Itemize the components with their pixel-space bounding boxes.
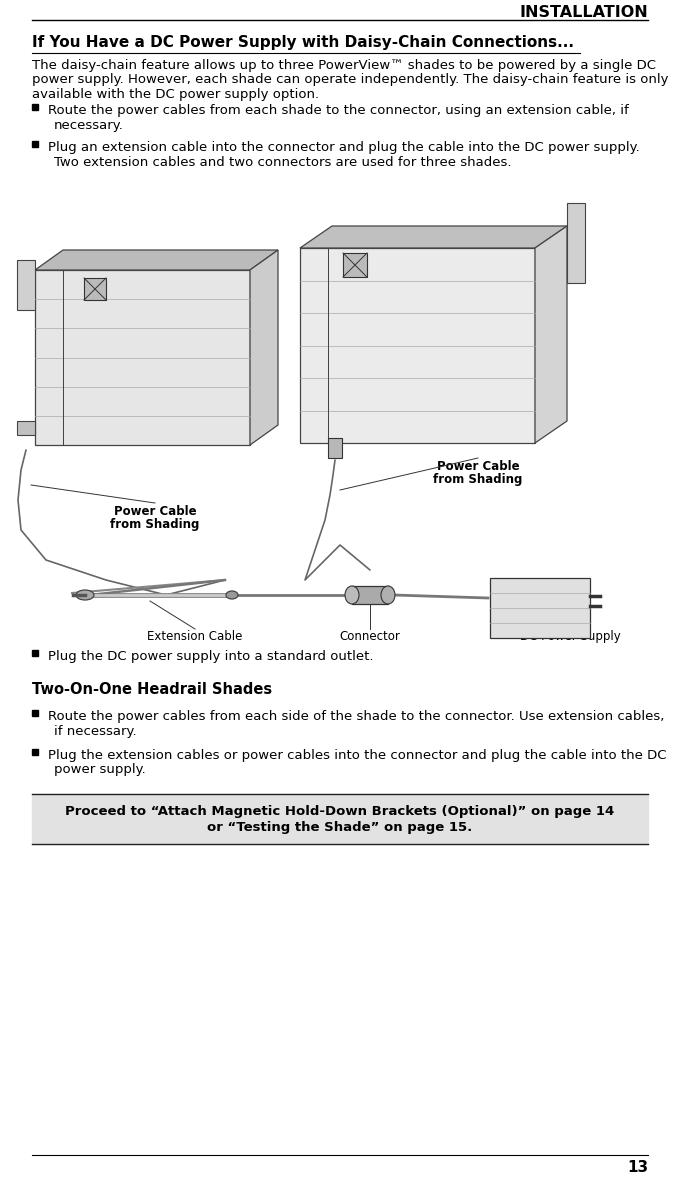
Text: Plug an extension cable into the connector and plug the cable into the DC power : Plug an extension cable into the connect… [48, 141, 640, 154]
Bar [490, 578, 590, 638]
Ellipse shape [345, 586, 359, 604]
Text: or “Testing the Shade” on page 15.: or “Testing the Shade” on page 15. [207, 821, 472, 834]
Bar [32, 141, 38, 147]
Text: available with the DC power supply option.: available with the DC power supply optio… [32, 87, 319, 100]
Text: if necessary.: if necessary. [54, 725, 136, 738]
Text: Two extension cables and two connectors are used for three shades.: Two extension cables and two connectors … [54, 156, 512, 169]
Text: Power Cable: Power Cable [437, 460, 519, 473]
Text: Plug the DC power supply into a standard outlet.: Plug the DC power supply into a standard… [48, 650, 373, 663]
Text: Two-On-One Headrail Shades: Two-On-One Headrail Shades [32, 682, 272, 697]
Polygon shape [535, 226, 567, 443]
Text: The daisy-chain feature allows up to three PowerView™ shades to be powered by a : The daisy-chain feature allows up to thr… [32, 59, 656, 72]
Polygon shape [300, 248, 535, 443]
Text: from Shading: from Shading [433, 473, 522, 486]
Polygon shape [300, 226, 567, 248]
Bar [17, 421, 35, 435]
Text: DC Power Supply: DC Power Supply [520, 630, 620, 643]
Text: INSTALLATION: INSTALLATION [519, 5, 648, 20]
Bar [32, 710, 38, 715]
Bar [17, 260, 35, 310]
Bar [84, 278, 106, 300]
Bar [352, 586, 388, 604]
Bar [567, 203, 585, 282]
Ellipse shape [226, 591, 238, 599]
Text: power supply.: power supply. [54, 764, 146, 777]
Bar [32, 650, 38, 656]
Ellipse shape [76, 590, 94, 600]
Polygon shape [250, 251, 278, 444]
Text: Extension Cable: Extension Cable [147, 630, 243, 643]
Text: Power Cable: Power Cable [113, 505, 196, 518]
Bar [328, 439, 342, 457]
Text: Route the power cables from each shade to the connector, using an extension cabl: Route the power cables from each shade t… [48, 104, 628, 117]
Bar [343, 253, 367, 277]
Ellipse shape [381, 586, 395, 604]
Bar [32, 749, 38, 754]
Text: 13: 13 [627, 1160, 648, 1175]
Text: Plug the extension cables or power cables into the connector and plug the cable : Plug the extension cables or power cable… [48, 749, 666, 762]
Bar [32, 104, 38, 110]
Polygon shape [35, 251, 278, 269]
Text: If You Have a DC Power Supply with Daisy-Chain Connections...: If You Have a DC Power Supply with Daisy… [32, 35, 574, 50]
Text: Route the power cables from each side of the shade to the connector. Use extensi: Route the power cables from each side of… [48, 710, 664, 723]
Text: necessary.: necessary. [54, 118, 124, 131]
Text: Proceed to “Attach Magnetic Hold-Down Brackets (Optional)” on page 14: Proceed to “Attach Magnetic Hold-Down Br… [65, 805, 615, 818]
Text: from Shading: from Shading [110, 518, 200, 531]
Text: power supply. However, each shade can operate independently. The daisy-chain fea: power supply. However, each shade can op… [32, 73, 668, 86]
Text: Connector: Connector [340, 630, 400, 643]
Polygon shape [35, 269, 250, 444]
